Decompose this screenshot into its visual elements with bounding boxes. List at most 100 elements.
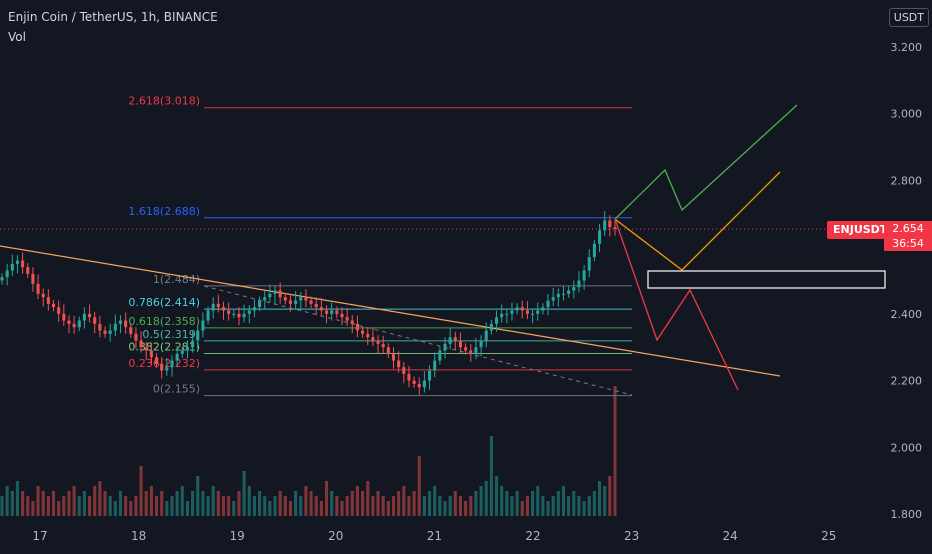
volume-bar bbox=[587, 496, 591, 516]
volume-bar bbox=[314, 496, 318, 516]
candle-body bbox=[608, 220, 612, 228]
candle-body bbox=[520, 307, 524, 311]
candle-body bbox=[330, 310, 334, 314]
candle-body bbox=[77, 320, 81, 328]
volume-bar bbox=[433, 486, 437, 516]
candle-body bbox=[263, 297, 267, 301]
descending-trendline bbox=[0, 245, 781, 377]
candle-body bbox=[428, 370, 432, 381]
candle-body bbox=[196, 330, 200, 341]
candle-body bbox=[160, 363, 164, 371]
candle-body bbox=[335, 310, 339, 314]
volume-bar bbox=[175, 491, 179, 516]
candle-body bbox=[227, 310, 231, 314]
candle-body bbox=[314, 303, 318, 308]
volume-bar bbox=[561, 486, 566, 516]
volume-bar bbox=[26, 496, 30, 516]
candle-body bbox=[561, 293, 566, 295]
volume-bar bbox=[572, 491, 576, 516]
volume-bar bbox=[149, 486, 153, 516]
candle-body bbox=[397, 360, 401, 368]
volume-bar bbox=[21, 491, 25, 516]
volume-bar bbox=[603, 486, 607, 516]
candle-body bbox=[361, 330, 365, 334]
volume-indicator-label[interactable]: Vol bbox=[8, 30, 26, 44]
fib-level-label: 0.786(2.414) bbox=[128, 296, 200, 309]
volume-bar bbox=[283, 496, 287, 516]
volume-bar bbox=[232, 501, 236, 516]
candle-body bbox=[494, 317, 499, 324]
volume-bar bbox=[294, 491, 298, 516]
candle-body bbox=[26, 267, 30, 274]
candle-body bbox=[407, 373, 411, 381]
candle-body bbox=[474, 347, 478, 354]
volume-bar bbox=[340, 501, 344, 516]
candle-body bbox=[294, 300, 298, 304]
volume-bar bbox=[324, 481, 329, 516]
candle-body bbox=[443, 343, 447, 351]
candle-body bbox=[36, 283, 40, 294]
volume-bar bbox=[88, 496, 92, 516]
candle-body bbox=[15, 260, 19, 264]
last-price-tag: 2.654 bbox=[884, 221, 932, 236]
fibonacci-levels[interactable]: 2.618(3.018) 1.618(2.688) 1(2.484) 0.786(2.… bbox=[0, 95, 885, 397]
y-tick-label: 3.200 bbox=[891, 41, 923, 54]
candle-body bbox=[391, 353, 396, 361]
volume-bar bbox=[103, 491, 107, 516]
y-tick-label: 3.000 bbox=[891, 108, 923, 121]
candle-body bbox=[448, 337, 452, 344]
volume-bar bbox=[144, 491, 148, 516]
candle-body bbox=[536, 310, 540, 314]
volume-bar bbox=[118, 491, 123, 516]
candle-body bbox=[366, 333, 370, 338]
volume-bar bbox=[386, 501, 390, 516]
x-tick-label: 20 bbox=[328, 529, 343, 543]
candle-body bbox=[144, 347, 148, 351]
candle-body bbox=[489, 323, 493, 331]
volume-bar bbox=[453, 491, 457, 516]
volume-bar bbox=[371, 496, 375, 516]
candle-body bbox=[567, 290, 571, 294]
volume-bar bbox=[335, 496, 339, 516]
candle-body bbox=[57, 307, 61, 314]
volume-bar bbox=[438, 496, 442, 516]
axes: 3.2003.0002.8002.6002.4002.2002.0001.800… bbox=[32, 41, 922, 543]
y-tick-label: 2.400 bbox=[891, 308, 923, 321]
volume-bar bbox=[237, 491, 241, 516]
mid-projection-line bbox=[614, 171, 781, 271]
volume-bar bbox=[469, 496, 473, 516]
candle-body bbox=[402, 367, 406, 374]
chart-title: Enjin Coin / TetherUS, 1h, BINANCE bbox=[8, 10, 218, 24]
candle-body bbox=[299, 297, 303, 301]
fib-level-label: 1(2.484) bbox=[153, 273, 200, 286]
candle-body bbox=[268, 293, 272, 298]
candle-body bbox=[232, 313, 236, 315]
volume-bar bbox=[191, 491, 195, 516]
projection-lines[interactable] bbox=[614, 104, 798, 391]
volume-bar bbox=[304, 486, 308, 516]
volume-bar bbox=[82, 491, 86, 516]
volume-bar bbox=[10, 491, 14, 516]
trendlines[interactable] bbox=[0, 245, 886, 396]
candle-body bbox=[556, 293, 560, 298]
volume-bar bbox=[598, 481, 602, 516]
volume-bar bbox=[170, 496, 174, 516]
volume-bar bbox=[5, 486, 9, 516]
volume-bar bbox=[525, 496, 529, 516]
candle-body bbox=[340, 313, 344, 318]
currency-button[interactable]: USDT bbox=[888, 8, 929, 27]
candle-body bbox=[525, 310, 529, 314]
volume-bar bbox=[227, 496, 231, 516]
candle-body bbox=[10, 263, 14, 271]
volume-bar bbox=[247, 486, 251, 516]
volume-bar bbox=[464, 501, 468, 516]
volume-bar bbox=[15, 481, 19, 516]
fib-level-label: 1.618(2.688) bbox=[128, 205, 200, 218]
candle-body bbox=[515, 307, 519, 311]
volume-bar bbox=[520, 501, 524, 516]
volume-bar bbox=[51, 491, 56, 516]
y-tick-label: 2.800 bbox=[891, 174, 923, 187]
volume-bar bbox=[206, 496, 210, 516]
